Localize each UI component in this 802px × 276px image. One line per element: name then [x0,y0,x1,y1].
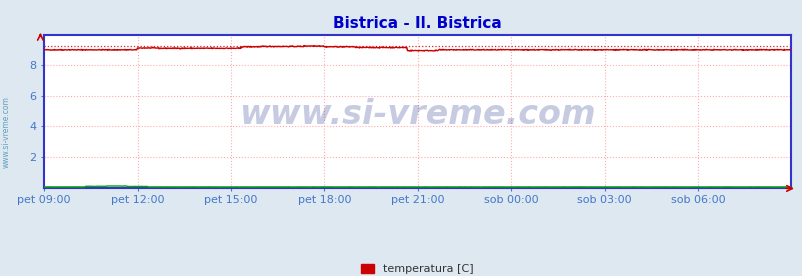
Text: www.si-vreme.com: www.si-vreme.com [2,97,11,168]
Title: Bistrica - Il. Bistrica: Bistrica - Il. Bistrica [333,15,501,31]
Text: www.si-vreme.com: www.si-vreme.com [239,98,595,131]
Legend: temperatura [C], pretok [m3/s]: temperatura [C], pretok [m3/s] [356,259,478,276]
